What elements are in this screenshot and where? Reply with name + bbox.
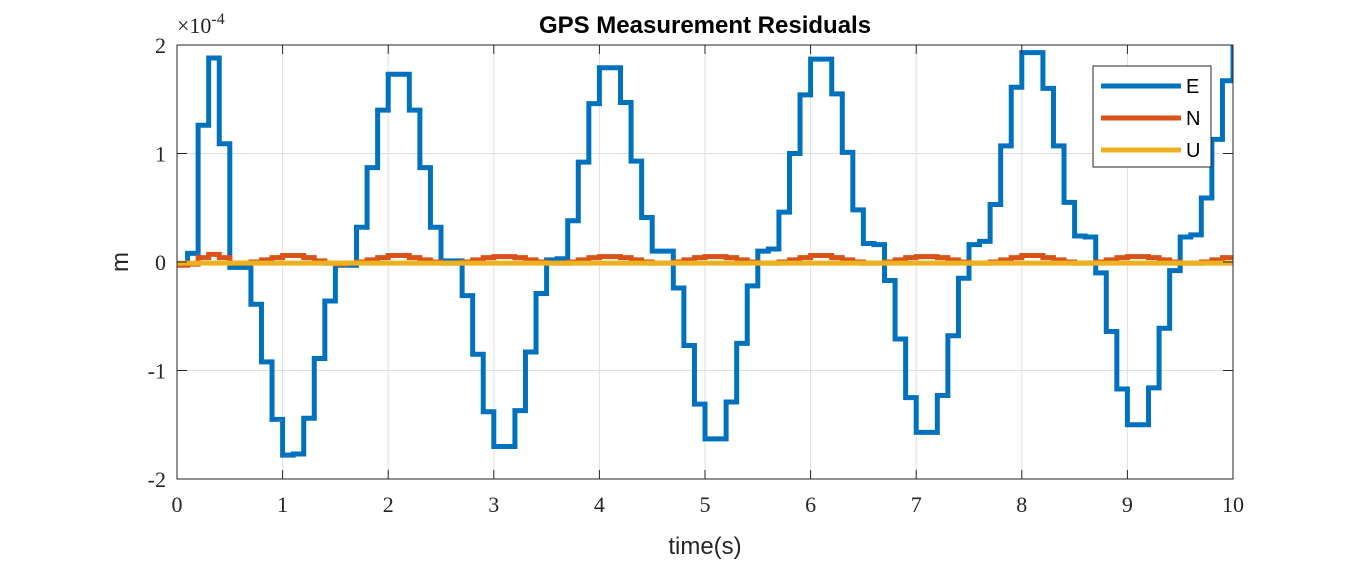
x-tick-label: 6: [805, 492, 816, 517]
x-tick-label: 0: [172, 492, 183, 517]
x-tick-label: 9: [1122, 492, 1133, 517]
y-tick-label: 2: [155, 33, 166, 58]
y-tick-label: 1: [155, 142, 166, 167]
y-tick-label: -1: [148, 359, 166, 384]
legend-label-e: E: [1186, 76, 1199, 98]
tick-marks: [176, 44, 1234, 480]
x-tick-label: 4: [594, 492, 605, 517]
plot-area: [176, 44, 1234, 480]
legend: ENU: [1092, 65, 1212, 168]
legend-label-n: N: [1186, 108, 1200, 130]
y-tick-labels: -2 -1 0 1 2: [148, 33, 166, 492]
x-tick-label: 2: [383, 492, 394, 517]
x-tick-label: 8: [1016, 492, 1027, 517]
x-tick-label: 5: [700, 492, 711, 517]
y-exponent-power: -4: [211, 11, 224, 28]
y-axis-exponent: ×10-4: [177, 11, 225, 38]
x-tick-labels: 0 1 2 3 4 5 6 7 8 9 10: [172, 492, 1245, 517]
x-tick-label: 10: [1222, 492, 1244, 517]
x-tick-label: 7: [911, 492, 922, 517]
y-exponent-base: ×10: [177, 13, 211, 38]
legend-label-u: U: [1186, 140, 1200, 162]
legend-entries: ENU: [1101, 76, 1200, 162]
y-axis-label: m: [107, 252, 134, 272]
series-layer: [177, 45, 1233, 458]
x-tick-label: 1: [277, 492, 288, 517]
y-tick-label: 0: [155, 250, 166, 275]
x-tick-label: 3: [488, 492, 499, 517]
chart-title: GPS Measurement Residuals: [539, 12, 871, 39]
x-axis-label: time(s): [668, 533, 741, 560]
series-line-e: [177, 45, 1233, 458]
y-tick-label: -2: [148, 467, 166, 492]
